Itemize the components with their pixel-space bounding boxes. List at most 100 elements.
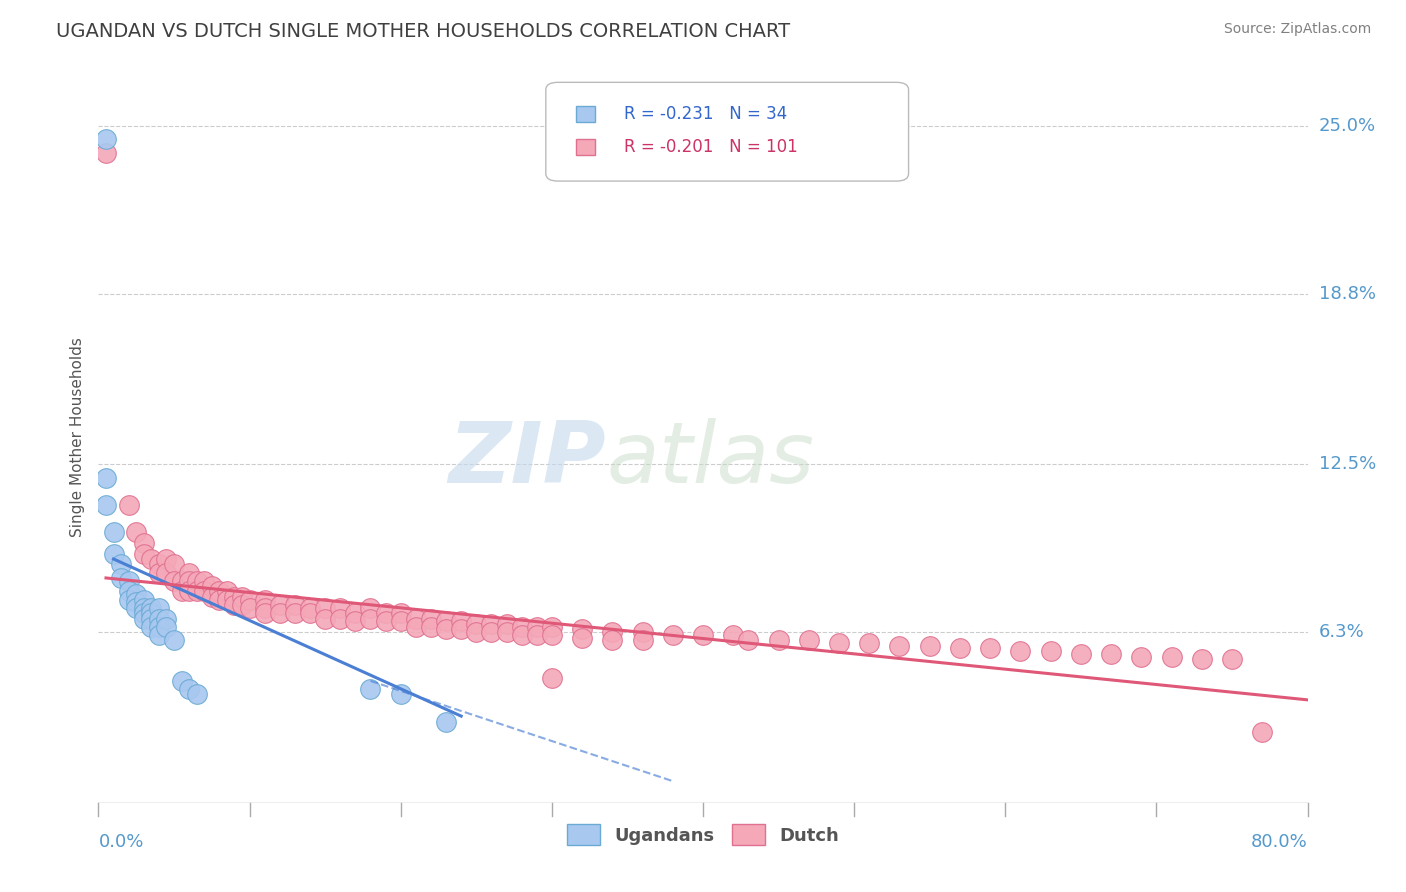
- Point: [132, 592, 155, 607]
- Point: [163, 633, 186, 648]
- Point: [224, 590, 246, 604]
- Point: [179, 566, 201, 580]
- Point: [141, 620, 163, 634]
- Point: [132, 611, 155, 625]
- Point: [1099, 647, 1122, 661]
- Point: [389, 615, 412, 629]
- Point: [526, 628, 548, 642]
- Point: [231, 598, 253, 612]
- Point: [193, 584, 215, 599]
- Point: [94, 132, 117, 146]
- Point: [163, 574, 186, 588]
- Text: ZIP: ZIP: [449, 417, 606, 500]
- Point: [118, 592, 141, 607]
- Point: [103, 524, 125, 539]
- Point: [510, 628, 533, 642]
- Point: [571, 631, 593, 645]
- Point: [118, 498, 141, 512]
- Point: [314, 600, 336, 615]
- Point: [253, 600, 276, 615]
- Text: 18.8%: 18.8%: [1319, 285, 1375, 302]
- Text: Source: ZipAtlas.com: Source: ZipAtlas.com: [1223, 22, 1371, 37]
- Point: [239, 592, 262, 607]
- Point: [631, 633, 654, 648]
- Point: [155, 566, 177, 580]
- Point: [141, 611, 163, 625]
- Point: [389, 606, 412, 620]
- Point: [253, 606, 276, 620]
- Point: [374, 606, 396, 620]
- FancyBboxPatch shape: [576, 138, 595, 154]
- Y-axis label: Single Mother Households: Single Mother Households: [69, 337, 84, 537]
- Point: [1160, 649, 1182, 664]
- Point: [420, 611, 443, 625]
- Point: [132, 535, 155, 549]
- Point: [420, 620, 443, 634]
- Point: [132, 547, 155, 561]
- Point: [1010, 644, 1032, 658]
- Point: [481, 625, 503, 640]
- Point: [141, 606, 163, 620]
- Point: [495, 617, 517, 632]
- Point: [540, 628, 562, 642]
- Point: [125, 600, 148, 615]
- Text: 12.5%: 12.5%: [1319, 455, 1376, 473]
- Point: [1070, 647, 1092, 661]
- Text: 0.0%: 0.0%: [98, 833, 143, 851]
- Point: [360, 600, 382, 615]
- Point: [155, 552, 177, 566]
- Point: [737, 633, 759, 648]
- Point: [94, 471, 117, 485]
- Point: [510, 620, 533, 634]
- Point: [94, 145, 117, 160]
- Point: [224, 598, 246, 612]
- Point: [526, 620, 548, 634]
- Point: [661, 628, 683, 642]
- Point: [329, 611, 352, 625]
- Point: [215, 592, 238, 607]
- Point: [450, 615, 472, 629]
- Point: [193, 574, 215, 588]
- Point: [148, 628, 170, 642]
- Point: [631, 625, 654, 640]
- Point: [186, 574, 208, 588]
- Point: [125, 595, 148, 609]
- Point: [125, 587, 148, 601]
- Point: [979, 641, 1001, 656]
- Text: atlas: atlas: [606, 417, 814, 500]
- Text: 6.3%: 6.3%: [1319, 624, 1364, 641]
- Point: [828, 636, 851, 650]
- Point: [1039, 644, 1062, 658]
- Point: [797, 633, 820, 648]
- Point: [163, 558, 186, 572]
- Point: [186, 688, 208, 702]
- FancyBboxPatch shape: [546, 82, 908, 181]
- Point: [231, 590, 253, 604]
- Point: [360, 681, 382, 696]
- Text: UGANDAN VS DUTCH SINGLE MOTHER HOUSEHOLDS CORRELATION CHART: UGANDAN VS DUTCH SINGLE MOTHER HOUSEHOLD…: [56, 22, 790, 41]
- Text: R = -0.231   N = 34: R = -0.231 N = 34: [624, 104, 787, 123]
- Point: [1220, 652, 1243, 666]
- Point: [314, 611, 336, 625]
- Point: [239, 600, 262, 615]
- Point: [148, 620, 170, 634]
- Point: [1191, 652, 1213, 666]
- Point: [170, 574, 193, 588]
- Point: [540, 620, 562, 634]
- Point: [170, 673, 193, 688]
- Point: [94, 498, 117, 512]
- Point: [155, 611, 177, 625]
- Point: [692, 628, 714, 642]
- Point: [481, 617, 503, 632]
- Point: [208, 584, 231, 599]
- Point: [434, 623, 457, 637]
- Point: [918, 639, 941, 653]
- Point: [148, 611, 170, 625]
- Point: [125, 524, 148, 539]
- Point: [148, 600, 170, 615]
- Point: [179, 574, 201, 588]
- Point: [215, 584, 238, 599]
- Point: [602, 633, 624, 648]
- Point: [208, 592, 231, 607]
- Point: [186, 584, 208, 599]
